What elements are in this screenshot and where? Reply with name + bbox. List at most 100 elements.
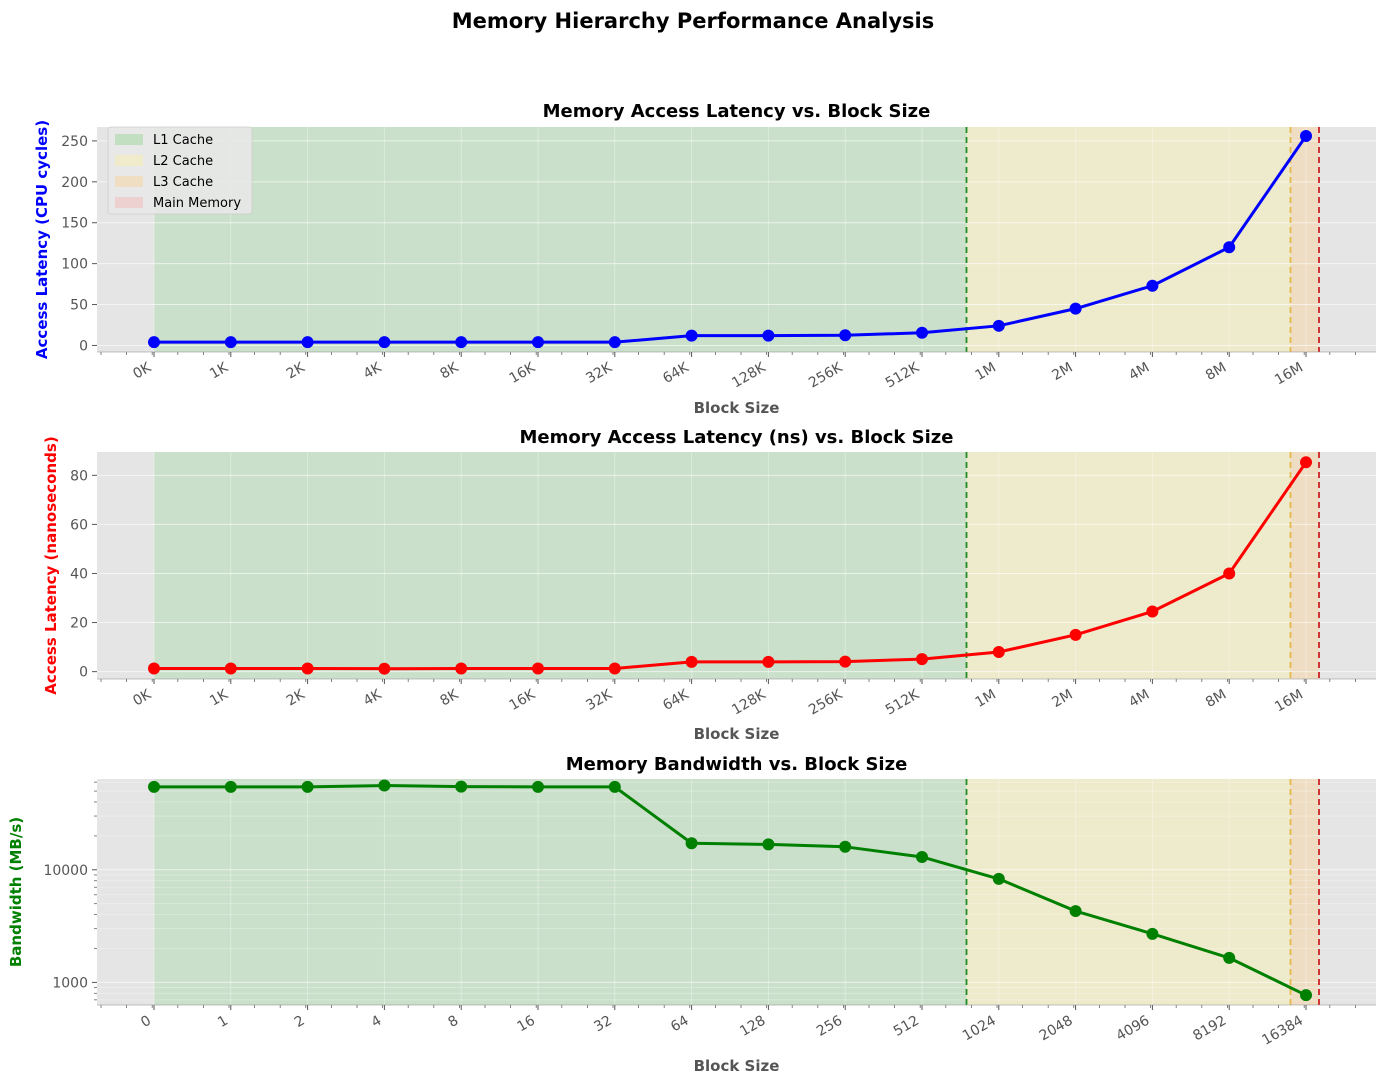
x-tick-label: 32K	[583, 686, 615, 714]
data-point	[532, 780, 544, 793]
x-tick-label: 2K	[284, 359, 308, 382]
x-tick-label: 16K	[507, 686, 539, 714]
x-tick-label: 16	[515, 1013, 539, 1036]
data-point	[1223, 241, 1236, 254]
legend-label: L1 Cache	[153, 133, 213, 148]
data-point	[916, 653, 928, 666]
y-tick-label: 0	[79, 338, 88, 354]
chart-title: Memory Access Latency (ns) vs. Block Siz…	[520, 427, 954, 448]
x-tick-label: 32K	[583, 359, 615, 387]
data-point	[608, 336, 621, 349]
legend: L1 Cache L2 Cache L3 Cache Main Memory	[107, 126, 253, 215]
data-point	[378, 662, 391, 675]
data-point	[762, 838, 775, 851]
x-tick-label: 4M	[1126, 360, 1152, 384]
x-tick-label: 2K	[284, 686, 308, 709]
data-point	[455, 336, 468, 349]
x-tick-label: 8	[445, 1013, 461, 1031]
x-tick-label: 0K	[130, 359, 154, 382]
x-tick-label: 32	[591, 1013, 614, 1036]
x-tick-label: 4K	[361, 686, 385, 709]
l2-cache-region	[966, 127, 1291, 352]
data-point	[1223, 567, 1236, 580]
x-tick-label: 256	[814, 1013, 845, 1040]
x-tick-label: 8K	[438, 359, 462, 382]
x-tick-label: 64K	[660, 359, 692, 387]
y-tick-label: 60	[70, 517, 88, 533]
x-tick-label: 512	[891, 1013, 922, 1040]
x-tick-label: 16384	[1259, 1013, 1306, 1049]
data-point	[532, 336, 544, 349]
grid	[97, 127, 1376, 352]
l1-cache-region	[154, 452, 967, 679]
x-tick-label: 8M	[1203, 687, 1229, 711]
x-tick-label: 1	[215, 1013, 231, 1031]
data-point	[839, 655, 852, 668]
chart-title: Memory Bandwidth vs. Block Size	[566, 754, 908, 775]
x-tick-label: 2	[292, 1013, 308, 1031]
x-tick-label: 128	[737, 1013, 768, 1040]
x-tick-label: 64K	[660, 686, 692, 714]
data-point	[839, 329, 852, 342]
data-point	[1300, 456, 1312, 469]
y-axis-label: Access Latency (CPU cycles)	[33, 120, 51, 359]
x-tick-label: 16M	[1272, 360, 1306, 389]
x-tick-label: 16K	[507, 359, 539, 387]
y-tick-label: 100	[61, 257, 88, 273]
series-line	[154, 135, 1308, 344]
x-axis-label: Block Size	[694, 725, 780, 743]
data-point	[301, 662, 314, 675]
legend-swatch	[115, 155, 143, 166]
x-axis-label: Block Size	[694, 1057, 780, 1075]
l2-cache-region	[966, 779, 1291, 1005]
data-point	[1146, 605, 1159, 618]
x-tick-label: 256K	[806, 686, 846, 718]
data-point	[301, 780, 314, 793]
data-point	[455, 662, 468, 675]
data-point	[1069, 628, 1082, 641]
y-axis-label: Bandwidth (MB/s)	[7, 817, 25, 967]
figure-title: Memory Hierarchy Performance Analysis	[452, 9, 934, 33]
data-point	[378, 779, 391, 792]
data-point	[1223, 951, 1236, 964]
data-point	[992, 646, 1005, 659]
legend-label: L3 Cache	[153, 175, 213, 190]
x-tick-label: 128K	[729, 686, 769, 718]
grid	[97, 452, 1376, 679]
data-point	[685, 329, 698, 342]
x-tick-label: 2M	[1049, 360, 1075, 384]
data-point	[224, 780, 237, 793]
x-tick-label: 8K	[438, 686, 462, 709]
y-tick-label: 1000	[52, 975, 88, 991]
legend-label: L2 Cache	[153, 154, 213, 169]
latency-cycles-chart: 0K 1K 2K 4K 8K 16K 32K 64K 128K 256K 512K 1M 2M 4M 8M 1…	[33, 101, 1376, 417]
data-point	[685, 837, 698, 850]
l2-cache-region	[966, 452, 1291, 679]
l3-cache-region	[1290, 127, 1319, 352]
x-tick-label: 1M	[973, 687, 999, 711]
data-point	[1146, 279, 1159, 292]
x-axis-label: Block Size	[694, 399, 780, 417]
legend-swatch	[115, 176, 143, 187]
chart-title: Memory Access Latency vs. Block Size	[543, 101, 931, 122]
data-point	[532, 662, 544, 675]
y-tick-label: 40	[70, 566, 88, 582]
data-point	[839, 840, 852, 853]
data-point	[992, 319, 1005, 332]
data-point	[685, 655, 698, 668]
data-point	[224, 662, 237, 675]
x-tick-label: 4096	[1114, 1013, 1153, 1045]
x-tick-label: 64	[668, 1013, 692, 1036]
latency-ns-chart: 0K 1K 2K 4K 8K 16K 32K 64K 128K 256K 512K 1M 2M 4M 8M 1…	[42, 427, 1376, 743]
x-tick-label: 2048	[1037, 1013, 1076, 1045]
legend-swatch	[115, 197, 143, 208]
data-point	[762, 329, 775, 342]
data-point	[916, 326, 928, 339]
data-point	[608, 780, 621, 793]
x-tick-label: 512K	[883, 686, 923, 718]
x-tick-label: 128K	[729, 359, 769, 391]
x-tick-label: 0K	[130, 686, 154, 709]
legend-label: Main Memory	[153, 196, 241, 211]
data-point	[148, 662, 160, 675]
